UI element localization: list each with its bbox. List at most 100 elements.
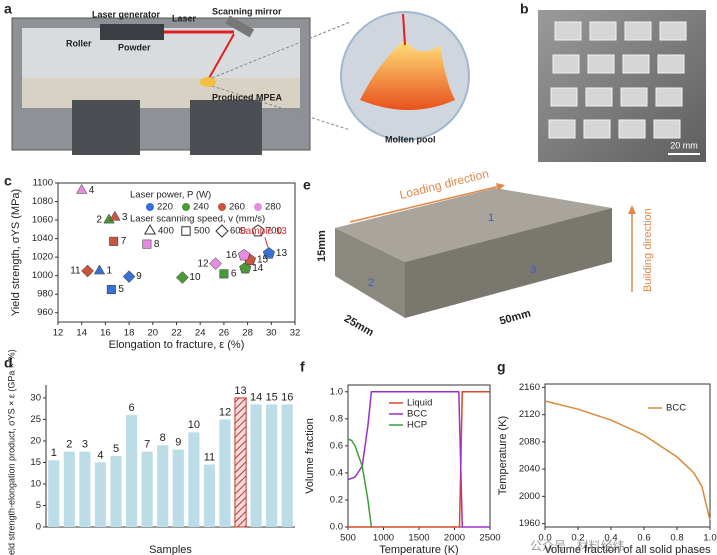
y-tick-label: 0.8 (330, 413, 343, 424)
legend-label: 600 (230, 226, 246, 237)
legend-swatch (218, 203, 226, 211)
legend-label: 260 (229, 202, 245, 213)
y-tick-label: 980 (37, 289, 53, 300)
y-tick-label: 30 (30, 392, 41, 403)
point (122, 270, 136, 283)
bar-label: 7 (144, 439, 150, 451)
y-tick-label: 1040 (32, 233, 53, 244)
point (76, 183, 88, 194)
bar (219, 419, 231, 527)
point (219, 269, 229, 279)
legend-swatch (215, 224, 229, 238)
x-tick-label: 0.6 (637, 533, 650, 544)
legend-title: Laser power, P (W) (130, 190, 211, 201)
bar (281, 404, 293, 527)
y-tick-label: 2160 (519, 382, 540, 393)
point (142, 239, 152, 249)
x-tick-label: 16 (100, 328, 111, 339)
y-axis-label: Yield strength-elongation product, σYS ×… (6, 349, 16, 555)
x-tick-label: 18 (124, 328, 135, 339)
y-tick-label: 0.6 (330, 440, 343, 451)
panel-label: e (303, 177, 311, 193)
bar-label: 5 (113, 443, 119, 455)
y-tick-label: 2000 (519, 491, 540, 502)
loading-arrow (349, 185, 501, 223)
dimension: 50mm (498, 307, 532, 327)
panel-b: b 20 mm (520, 1, 706, 162)
point-label: 11 (70, 266, 81, 277)
x-tick-label: 32 (290, 328, 301, 339)
x-tick-label: 500 (340, 533, 356, 544)
point-label: 7 (121, 236, 127, 247)
molten-pool (360, 40, 455, 110)
point (81, 264, 94, 278)
x-tick-label: 14 (76, 328, 87, 339)
x-axis-label: Elongation to fracture, ε (%) (109, 339, 245, 351)
point-label: 2 (96, 215, 102, 226)
arrow-head (628, 205, 636, 214)
annotation: Sample 13 (239, 226, 287, 237)
y-tick-label: 20 (30, 435, 41, 446)
legend-swatch (254, 203, 262, 211)
dimension: 15mm (316, 230, 328, 262)
face-label: 1 (488, 212, 494, 224)
y-tick-label: 2040 (519, 464, 540, 475)
bar-label: 12 (219, 406, 231, 418)
point (93, 264, 106, 275)
y-tick-label: 0.0 (330, 522, 343, 533)
label: Roller (66, 38, 92, 48)
panel-label: b (520, 1, 529, 17)
bar-label: 8 (160, 432, 166, 444)
label: Laser generator (92, 9, 161, 19)
x-axis-label: Temperature (K) (379, 544, 458, 555)
x-tick-label: 2000 (444, 533, 465, 544)
bar-label: 2 (66, 439, 72, 451)
legend-label: BCC (666, 403, 686, 414)
point (109, 236, 119, 246)
y-tick-label: 1000 (32, 270, 53, 281)
point-label: 10 (189, 272, 201, 283)
bar (266, 404, 278, 527)
bar-label: 1 (51, 447, 57, 459)
watermark: 公众号 · 材料经纬 (530, 539, 625, 553)
x-tick-label: 26 (219, 328, 230, 339)
face-label: 2 (368, 277, 374, 289)
point (109, 210, 121, 221)
laser-beam (402, 13, 406, 46)
label: Produced MPEA (212, 92, 283, 102)
laser-generator (100, 24, 164, 40)
legend-label: 240 (193, 202, 209, 213)
legend-swatch (146, 203, 154, 211)
panel-label: a (4, 1, 12, 17)
face-label: 3 (530, 264, 536, 276)
y-tick-label: 1960 (519, 518, 540, 529)
y-axis-label: Yield strength, σYS (MPa) (10, 189, 22, 316)
plot-frame (544, 383, 711, 528)
cylinder (72, 100, 140, 155)
x-tick-label: 20 (148, 328, 159, 339)
y-tick-label: 1060 (32, 215, 53, 226)
bar (188, 432, 200, 527)
legend-label: 500 (194, 226, 210, 237)
label: Powder (118, 42, 151, 52)
legend-label: 220 (157, 202, 173, 213)
bar-label: 9 (175, 436, 181, 448)
scale-label: 20 mm (670, 140, 698, 150)
point-label: 5 (118, 284, 124, 295)
bar (110, 456, 122, 527)
point-label: 4 (89, 185, 95, 196)
series-line (347, 391, 490, 528)
y-tick-label: 2080 (519, 436, 540, 447)
legend-label: 280 (265, 202, 281, 213)
samples (548, 21, 687, 139)
bar-label: 10 (188, 419, 200, 431)
bar (125, 415, 138, 527)
bar-label: 13 (234, 385, 246, 397)
panel-label: c (4, 173, 12, 189)
legend-swatch (181, 226, 191, 236)
point (176, 271, 189, 284)
melt-spot (200, 77, 216, 87)
x-tick-label: 0.8 (670, 533, 683, 544)
point (106, 285, 116, 295)
